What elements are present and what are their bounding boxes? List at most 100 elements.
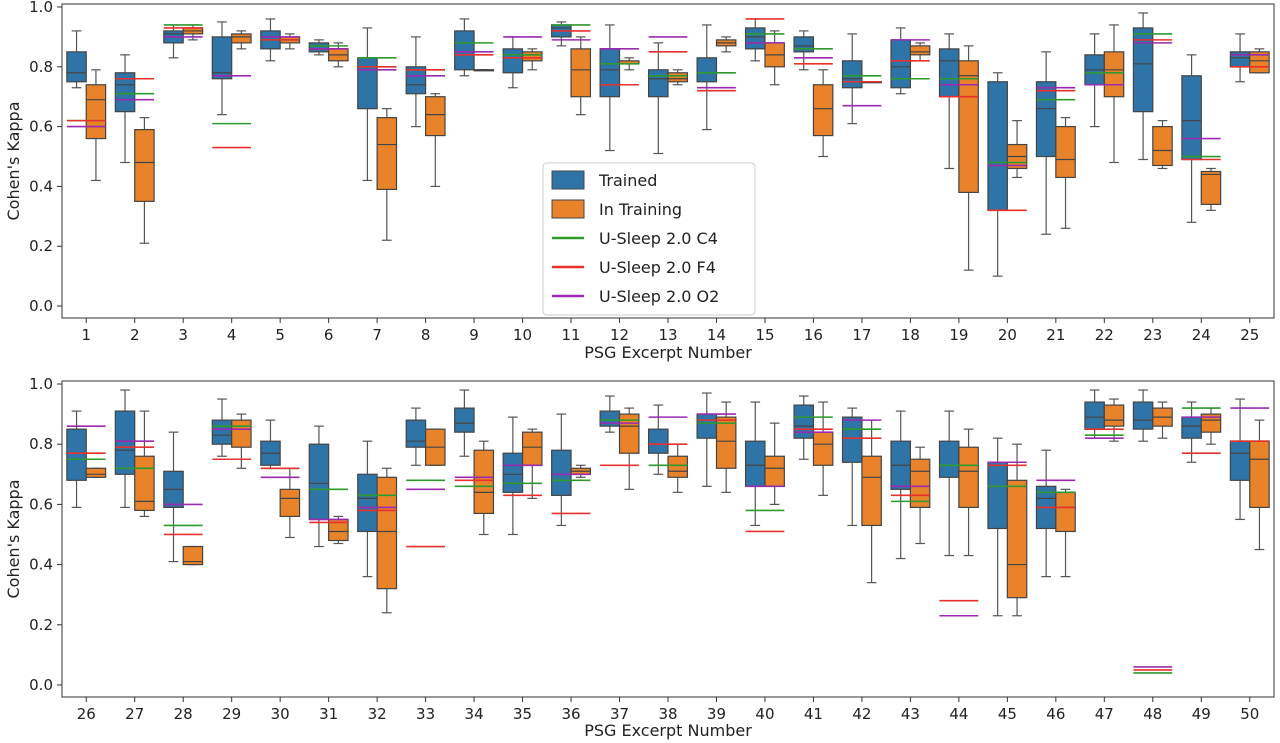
in-training-box <box>134 410 155 518</box>
trained-box <box>890 27 911 95</box>
box-iqr <box>521 51 543 62</box>
trained-box <box>938 410 960 557</box>
in-training-box <box>521 428 543 499</box>
in-training-box <box>812 69 834 158</box>
trained-box <box>502 416 524 536</box>
box-iqr <box>1249 440 1270 509</box>
in-training-box <box>764 422 785 505</box>
x-tick-label: 10 <box>513 326 532 344</box>
box-iqr <box>599 48 621 98</box>
x-tick-label: 18 <box>901 326 920 344</box>
y-tick-label: 0.4 <box>29 177 53 195</box>
x-tick-label: 8 <box>421 326 431 344</box>
box-iqr <box>308 42 330 53</box>
in-training-box <box>1152 401 1173 439</box>
y-tick-label: 0.0 <box>29 297 53 315</box>
x-tick-label: 5 <box>275 326 285 344</box>
box-iqr <box>667 455 688 478</box>
box-iqr <box>744 440 766 487</box>
x-tick-label: 46 <box>1046 705 1065 723</box>
x-tick-label: 29 <box>222 705 241 723</box>
x-tick-label: 31 <box>319 705 338 723</box>
x-tick-label: 32 <box>368 705 387 723</box>
x-tick-label: 37 <box>610 705 629 723</box>
trained-box <box>1035 449 1057 578</box>
trained-box <box>211 21 233 116</box>
box-iqr <box>764 455 785 487</box>
y-tick-label: 0.8 <box>29 435 53 453</box>
x-tick-label: 4 <box>227 326 237 344</box>
y-tick-label: 0.0 <box>29 676 53 694</box>
in-training-box <box>376 108 398 241</box>
x-tick-label: 1 <box>81 326 91 344</box>
trained-box <box>260 419 281 469</box>
trained-box <box>308 39 330 56</box>
box-iqr <box>1229 440 1251 481</box>
box-iqr <box>405 419 427 448</box>
in-training-box <box>958 428 979 557</box>
box-iqr <box>1084 401 1105 430</box>
in-training-box <box>1055 117 1076 229</box>
x-tick-label: 28 <box>174 705 193 723</box>
box-iqr <box>114 72 136 113</box>
box-iqr <box>841 60 863 89</box>
x-tick-label: 6 <box>324 326 334 344</box>
legend-in-training: In Training <box>551 199 682 219</box>
bottom-panel: 0.0 0.2 0.4 0.6 0.8 1.0 Cohen's Kappa PSG Excer… <box>4 375 1275 740</box>
in-training-box <box>85 467 107 478</box>
box-iqr <box>454 407 475 433</box>
legend-swatch <box>551 199 585 219</box>
in-training-box <box>1249 48 1270 74</box>
box-iqr <box>648 69 669 98</box>
box-iqr <box>938 48 960 98</box>
trained-box <box>648 42 669 155</box>
box-iqr <box>1103 404 1125 427</box>
legend-f4: U-Sleep 2.0 F4 <box>552 258 716 277</box>
trained-box <box>841 407 863 527</box>
in-training-box <box>715 36 737 53</box>
x-tick-label: 49 <box>1192 705 1211 723</box>
y-axis-title: Cohen's Kappa <box>4 101 23 220</box>
box-iqr <box>182 545 204 566</box>
in-training-box <box>1055 488 1076 578</box>
in-training-box <box>909 42 931 62</box>
trained-box <box>211 398 233 457</box>
trained-box <box>841 33 863 125</box>
box-iqr <box>521 431 543 466</box>
in-training-box <box>1200 407 1222 445</box>
in-training-box <box>473 440 495 536</box>
legend-label: U-Sleep 2.0 C4 <box>599 229 718 248</box>
y-tick-label: 0.6 <box>29 118 53 136</box>
x-tick-label: 25 <box>1240 326 1259 344</box>
y-tick-label: 0.6 <box>29 495 53 513</box>
x-tick-label: 22 <box>1095 326 1114 344</box>
in-training-box <box>376 467 398 614</box>
y-axis-title: Cohen's Kappa <box>4 479 23 598</box>
trained-box <box>987 72 1008 277</box>
box-iqr <box>812 431 834 466</box>
trained-box <box>1035 51 1057 235</box>
x-tick-label: 13 <box>658 326 677 344</box>
trained-box <box>599 395 621 433</box>
in-training-box <box>134 117 155 244</box>
box-iqr <box>938 440 960 478</box>
box-iqr <box>473 449 495 515</box>
box-iqr <box>958 60 979 193</box>
trained-box <box>744 18 766 62</box>
box-iqr <box>211 419 233 445</box>
box-iqr <box>1181 416 1202 439</box>
x-tick-label: 39 <box>707 705 726 723</box>
x-tick-label: 38 <box>658 705 677 723</box>
x-tick-label: 45 <box>998 705 1017 723</box>
box-iqr <box>502 452 524 493</box>
x-tick-label: 48 <box>1143 705 1162 723</box>
legend-trained: Trained <box>551 170 657 190</box>
x-tick-label: 24 <box>1192 326 1211 344</box>
in-training-box <box>231 30 252 50</box>
x-tick-label: 34 <box>465 705 484 723</box>
box-iqr <box>696 413 718 439</box>
trained-box <box>1084 389 1105 439</box>
x-tick-label: 2 <box>130 326 140 344</box>
trained-box <box>502 36 524 89</box>
y-tick-label: 0.4 <box>29 556 53 574</box>
